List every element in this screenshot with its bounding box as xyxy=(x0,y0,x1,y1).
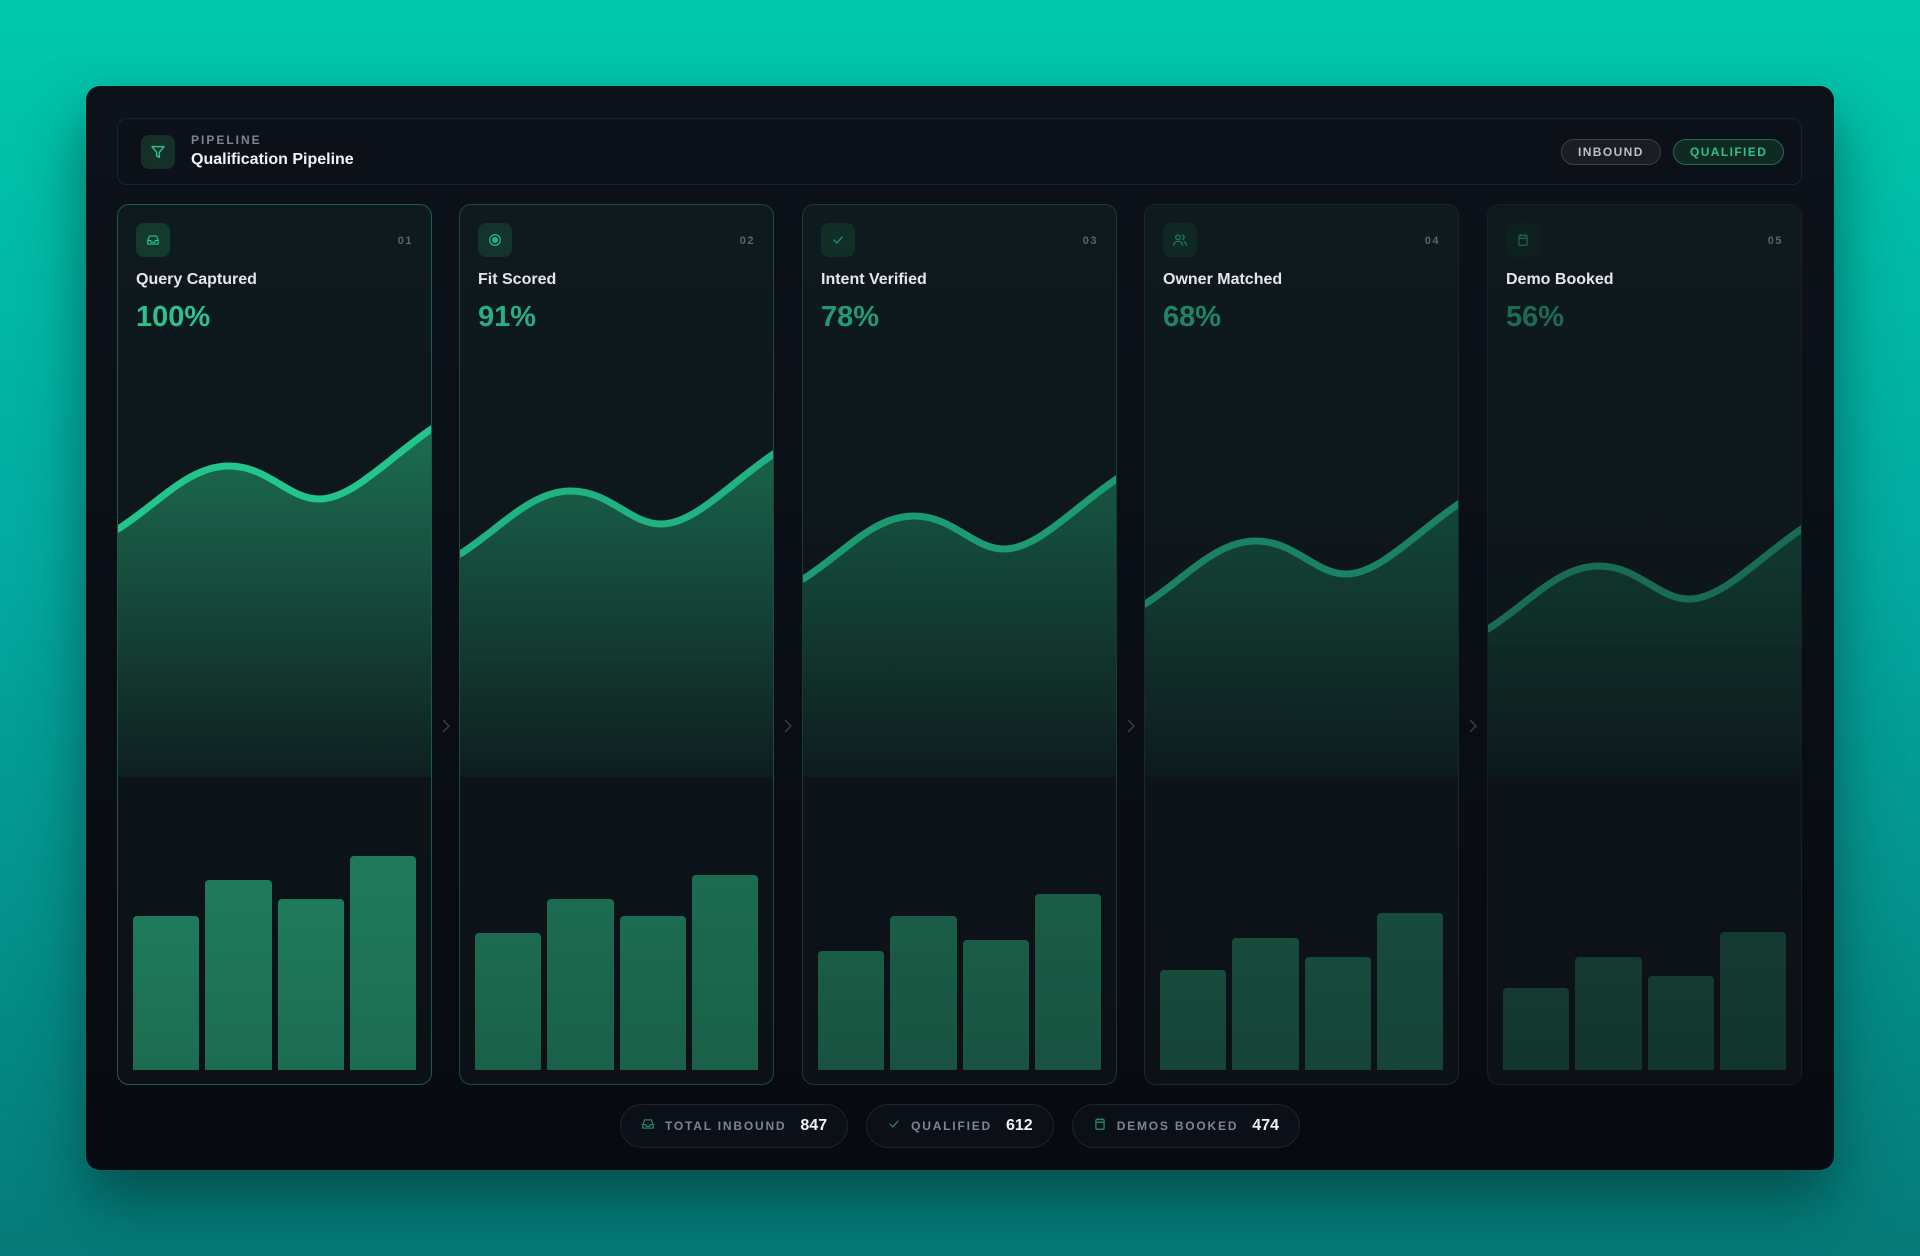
chevron-right-icon xyxy=(782,716,794,736)
stage-percent: 100% xyxy=(136,301,211,333)
stage-bar xyxy=(133,916,200,1070)
users-icon xyxy=(1163,223,1197,257)
stage-index: 03 xyxy=(1082,235,1098,247)
calendar-icon xyxy=(1093,1117,1107,1136)
page-title: Qualification Pipeline xyxy=(191,151,354,168)
stage-bar-chart xyxy=(1503,770,1786,1070)
stage-bar xyxy=(349,856,416,1070)
stage-bar xyxy=(205,880,272,1070)
calendar-icon xyxy=(1506,223,1540,257)
stage-trend-chart xyxy=(460,450,773,777)
summary-demos-booked: DEMOS BOOKED 474 xyxy=(1071,1104,1300,1148)
stage-card-05[interactable]: 05 Demo Booked 56% xyxy=(1487,204,1802,1085)
stage-name: Owner Matched xyxy=(1163,271,1283,288)
summary-qualified: QUALIFIED 612 xyxy=(866,1104,1054,1148)
stage-name: Intent Verified xyxy=(821,271,927,288)
inbox-icon xyxy=(641,1117,655,1136)
stage-bar xyxy=(1503,988,1570,1070)
stage-name: Fit Scored xyxy=(478,271,557,288)
stage-index: 02 xyxy=(739,235,755,247)
stage-bar xyxy=(962,940,1029,1070)
stage-percent: 91% xyxy=(478,301,537,333)
check-icon xyxy=(821,223,855,257)
stage-card-01[interactable]: 01 Query Captured 100% xyxy=(117,204,432,1085)
stage-bar xyxy=(277,899,344,1070)
stage-trend-chart xyxy=(1145,500,1458,777)
inbox-icon xyxy=(136,223,170,257)
stage-bar-chart xyxy=(818,770,1101,1070)
summary-total-inbound: TOTAL INBOUND 847 xyxy=(620,1104,849,1148)
stage-bar xyxy=(1647,976,1714,1070)
summary-label: TOTAL INBOUND xyxy=(665,1119,787,1133)
summary-value: 474 xyxy=(1252,1117,1279,1134)
stage-bar xyxy=(1376,913,1443,1070)
stage-card-02[interactable]: 02 Fit Scored 91% xyxy=(459,204,774,1085)
stage-percent: 68% xyxy=(1163,301,1222,333)
badge-qualified[interactable]: QUALIFIED xyxy=(1673,139,1785,165)
target-icon xyxy=(478,223,512,257)
badge-inbound[interactable]: INBOUND xyxy=(1561,139,1661,165)
pipeline-panel: PIPELINE Qualification Pipeline INBOUND … xyxy=(86,86,1834,1170)
header-eyebrow: PIPELINE xyxy=(191,133,262,147)
stage-name: Query Captured xyxy=(136,271,257,288)
summary-value: 847 xyxy=(800,1117,828,1134)
stage-bar xyxy=(619,916,686,1070)
chevron-right-icon xyxy=(440,716,452,736)
stage-bar xyxy=(691,875,758,1070)
stage-trend-chart xyxy=(803,475,1116,777)
stage-bar-chart xyxy=(475,770,758,1070)
stage-bar xyxy=(547,899,614,1070)
stage-bar xyxy=(818,951,885,1070)
chevron-right-icon xyxy=(1125,716,1137,736)
stage-bar xyxy=(1160,970,1227,1070)
stage-trend-chart xyxy=(1488,525,1801,777)
summary-label: DEMOS BOOKED xyxy=(1116,1119,1239,1133)
stage-index: 01 xyxy=(397,235,413,247)
pipeline-header: PIPELINE Qualification Pipeline INBOUND … xyxy=(117,118,1802,185)
summary-label: QUALIFIED xyxy=(911,1119,992,1133)
stage-card-04[interactable]: 04 Owner Matched 68% xyxy=(1144,204,1459,1085)
stage-bar xyxy=(475,933,542,1070)
funnel-icon xyxy=(141,135,175,169)
chevron-right-icon xyxy=(1467,716,1479,736)
stage-index: 04 xyxy=(1424,235,1440,247)
summary-value: 612 xyxy=(1005,1117,1033,1134)
stage-bar xyxy=(1232,938,1299,1070)
summary-footer: TOTAL INBOUND 847 QUALIFIED 612 DEMOS BO… xyxy=(86,1104,1834,1148)
stage-percent: 56% xyxy=(1506,301,1565,333)
stage-trend-chart xyxy=(118,425,431,777)
stage-index: 05 xyxy=(1767,235,1783,247)
stage-bar-chart xyxy=(133,770,416,1070)
check-icon xyxy=(887,1117,901,1136)
stage-bar xyxy=(1719,932,1786,1070)
stage-name: Demo Booked xyxy=(1506,271,1614,288)
stage-bar xyxy=(1304,957,1371,1070)
stage-percent: 78% xyxy=(821,301,880,333)
stage-card-03[interactable]: 03 Intent Verified 78% xyxy=(802,204,1117,1085)
stage-bar xyxy=(890,916,957,1070)
stage-bar-chart xyxy=(1160,770,1443,1070)
stage-bar xyxy=(1034,894,1101,1070)
stage-bar xyxy=(1575,957,1642,1070)
